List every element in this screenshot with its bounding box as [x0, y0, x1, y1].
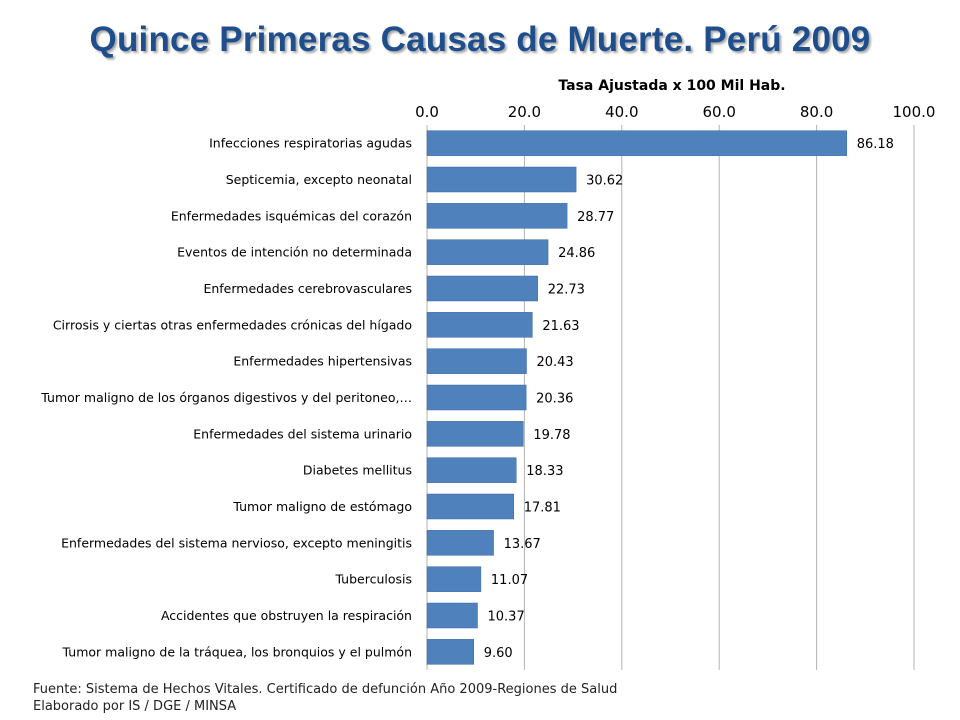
category-label: Diabetes mellitus	[303, 463, 412, 478]
data-label: 24.86	[558, 246, 595, 261]
source-line: Fuente: Sistema de Hechos Vitales. Certi…	[33, 682, 618, 697]
bar	[426, 130, 847, 156]
data-label: 18.33	[526, 464, 563, 479]
credit-line: Elaborado por IS / DGE / MINSA	[33, 699, 237, 714]
category-label: Tumor maligno de estómago	[232, 499, 412, 514]
data-label: 86.18	[857, 137, 894, 152]
bar	[426, 203, 568, 229]
category-label: Enfermedades del sistema urinario	[193, 426, 412, 441]
data-label: 17.81	[524, 501, 561, 516]
bar-chart: Tasa Ajustada x 100 Mil Hab. 0.0 20.0 40.0…	[40, 78, 935, 670]
source-note: Fuente: Sistema de Hechos Vitales. Certi…	[33, 681, 617, 715]
category-label: Enfermedades cerebrovasculares	[203, 281, 412, 296]
category-label: Tumor maligno de la tráquea, los bronqui…	[62, 644, 412, 659]
category-label: Accidentes que obstruyen la respiración	[161, 608, 412, 623]
data-label: 20.43	[536, 355, 573, 370]
data-label: 30.62	[586, 174, 623, 189]
x-axis-title: Tasa Ajustada x 100 Mil Hab.	[558, 78, 785, 94]
category-label: Tumor maligno de los órganos digestivos …	[40, 390, 412, 405]
category-labels: Infecciones respiratorias agudas Septicem…	[40, 136, 412, 660]
data-labels: 86.18 30.62 28.77 24.86 22.73 21.63 20.43 20.36…	[484, 137, 894, 661]
bar	[426, 275, 538, 302]
category-label: Septicemia, excepto neonatal	[226, 172, 412, 187]
data-label: 9.60	[484, 646, 513, 661]
data-label: 10.37	[488, 610, 525, 625]
bars	[426, 130, 847, 665]
bar	[426, 166, 577, 193]
x-tick-label: 40.0	[605, 103, 638, 121]
bar	[426, 639, 475, 665]
bar	[426, 602, 478, 629]
bar	[426, 421, 524, 447]
bar	[426, 530, 494, 556]
x-tick-label: 60.0	[702, 103, 735, 121]
bar	[426, 493, 514, 520]
category-label: Eventos de intención no determinada	[177, 245, 412, 260]
bar	[426, 348, 527, 374]
x-axis-ticks: 0.0 20.0 40.0 60.0 80.0 100.0	[415, 103, 935, 121]
category-label: Enfermedades del sistema nervioso, excep…	[61, 535, 412, 550]
data-label: 19.78	[533, 428, 570, 443]
bar	[426, 457, 517, 483]
category-label: Infecciones respiratorias agudas	[209, 136, 412, 151]
data-label: 20.36	[536, 392, 573, 407]
category-label: Enfermedades hipertensivas	[233, 354, 412, 369]
data-label: 13.67	[504, 537, 541, 552]
x-tick-label: 20.0	[508, 103, 541, 121]
bar	[426, 384, 527, 411]
x-tick-label: 80.0	[800, 103, 833, 121]
x-tick-label: 100.0	[893, 103, 936, 121]
data-label: 22.73	[548, 283, 585, 298]
bar	[426, 239, 549, 265]
category-label: Enfermedades isquémicas del corazón	[171, 208, 412, 223]
category-label: Tuberculosis	[334, 572, 412, 587]
data-label: 11.07	[491, 573, 528, 588]
data-label: 21.63	[542, 319, 579, 334]
bar	[426, 566, 482, 592]
bar	[426, 312, 533, 338]
x-tick-label: 0.0	[415, 103, 439, 121]
chart-title: Quince Primeras Causas de Muerte. Perú 2…	[89, 20, 871, 59]
category-label: Cirrosis y ciertas otras enfermedades cr…	[53, 317, 412, 332]
data-label: 28.77	[577, 210, 614, 225]
